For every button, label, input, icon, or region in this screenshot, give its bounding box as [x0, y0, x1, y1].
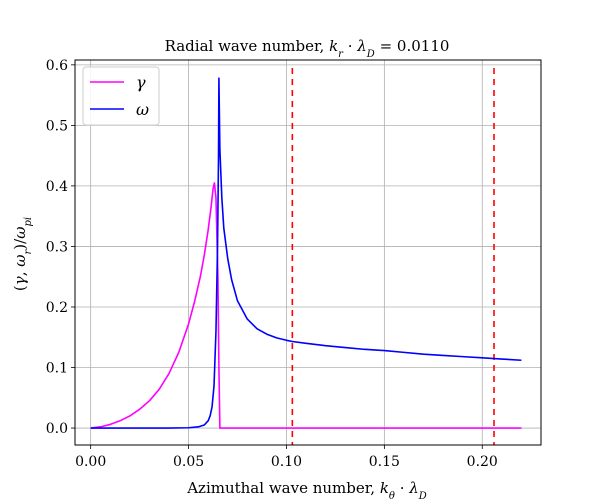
y-tick-label: 0.4 [46, 179, 68, 195]
x-tick-label: 0.15 [369, 454, 400, 470]
x-tick-label: 0.00 [75, 454, 106, 470]
plot-frame [74, 59, 542, 446]
x-tick-label: 0.20 [467, 454, 498, 470]
series-line-omega [90, 77, 522, 429]
reference-lines [291, 68, 495, 445]
y-tick-label: 0.6 [46, 58, 68, 74]
legend-label: γ [136, 73, 146, 92]
x-tick-label: 0.05 [173, 454, 204, 470]
y-tick-label: 0.3 [46, 239, 68, 255]
y-tick-label: 0.2 [46, 300, 68, 316]
y-tick-label: 0.5 [46, 118, 68, 134]
legend: γω [82, 66, 160, 126]
series-group [90, 77, 522, 429]
x-axis-label: Azimuthal wave number, kθ · λD [186, 479, 427, 500]
y-axis: 0.0 0.1 0.2 0.3 0.4 0.5 0.6 [46, 58, 75, 437]
y-tick-label: 0.1 [46, 361, 68, 377]
x-axis: 0.00 0.05 0.10 0.15 0.20 [75, 445, 498, 470]
legend-label: ω [136, 100, 149, 119]
series-line-gamma [90, 182, 522, 429]
y-tick-label: 0.0 [46, 421, 68, 437]
x-tick-label: 0.10 [271, 454, 302, 470]
y-axis-label: (γ, ωr)/ωpi [11, 217, 34, 291]
chart-title: Radial wave number, kr · λD = 0.0110 [165, 37, 450, 60]
